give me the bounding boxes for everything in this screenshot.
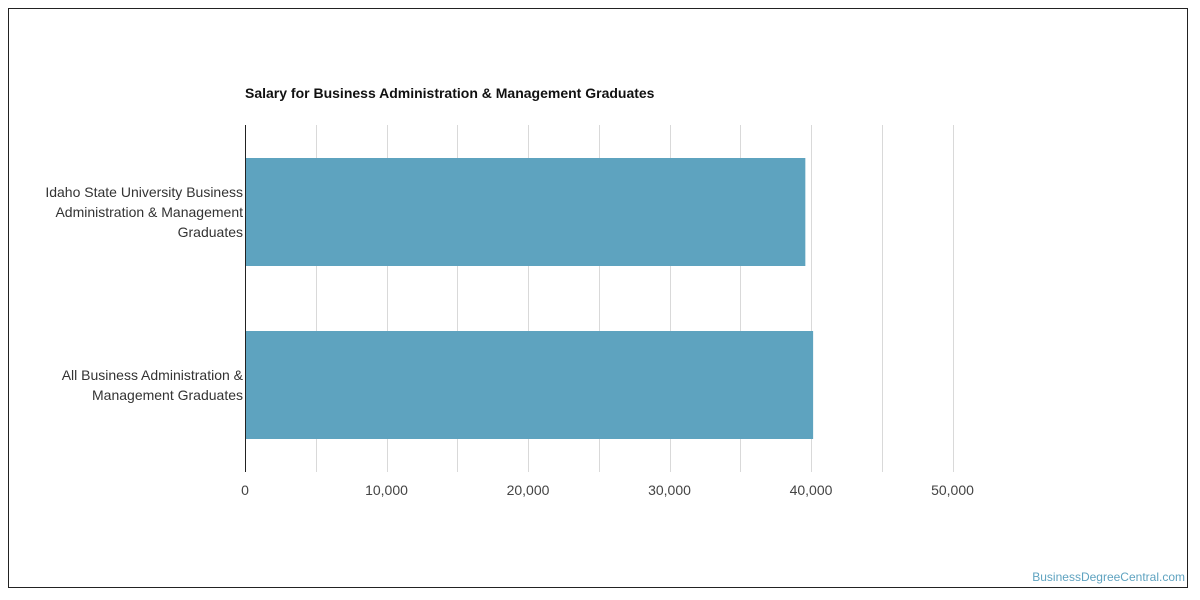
- x-tick-label: 10,000: [365, 482, 408, 498]
- category-label-line: Graduates: [178, 224, 243, 240]
- x-tick-label: 20,000: [507, 482, 550, 498]
- category-label: Idaho State University Business Administr…: [45, 184, 243, 240]
- chart-frame: [8, 8, 1188, 588]
- x-tick-label: 0: [241, 482, 249, 498]
- bar: [245, 331, 814, 439]
- site-watermark: BusinessDegreeCentral.com: [1032, 570, 1185, 584]
- chart-title: Salary for Business Administration & Man…: [245, 85, 655, 101]
- category-label-line: Administration & Management: [55, 204, 243, 220]
- x-tick-label: 30,000: [648, 482, 691, 498]
- category-label-line: All Business Administration &: [62, 367, 244, 383]
- category-label-line: Management Graduates: [92, 387, 243, 403]
- category-label-line: Idaho State University Business: [45, 184, 243, 200]
- bar: [245, 158, 806, 266]
- x-tick-label: 40,000: [790, 482, 833, 498]
- category-label: All Business Administration & Management …: [62, 367, 244, 403]
- x-tick-label: 50,000: [931, 482, 974, 498]
